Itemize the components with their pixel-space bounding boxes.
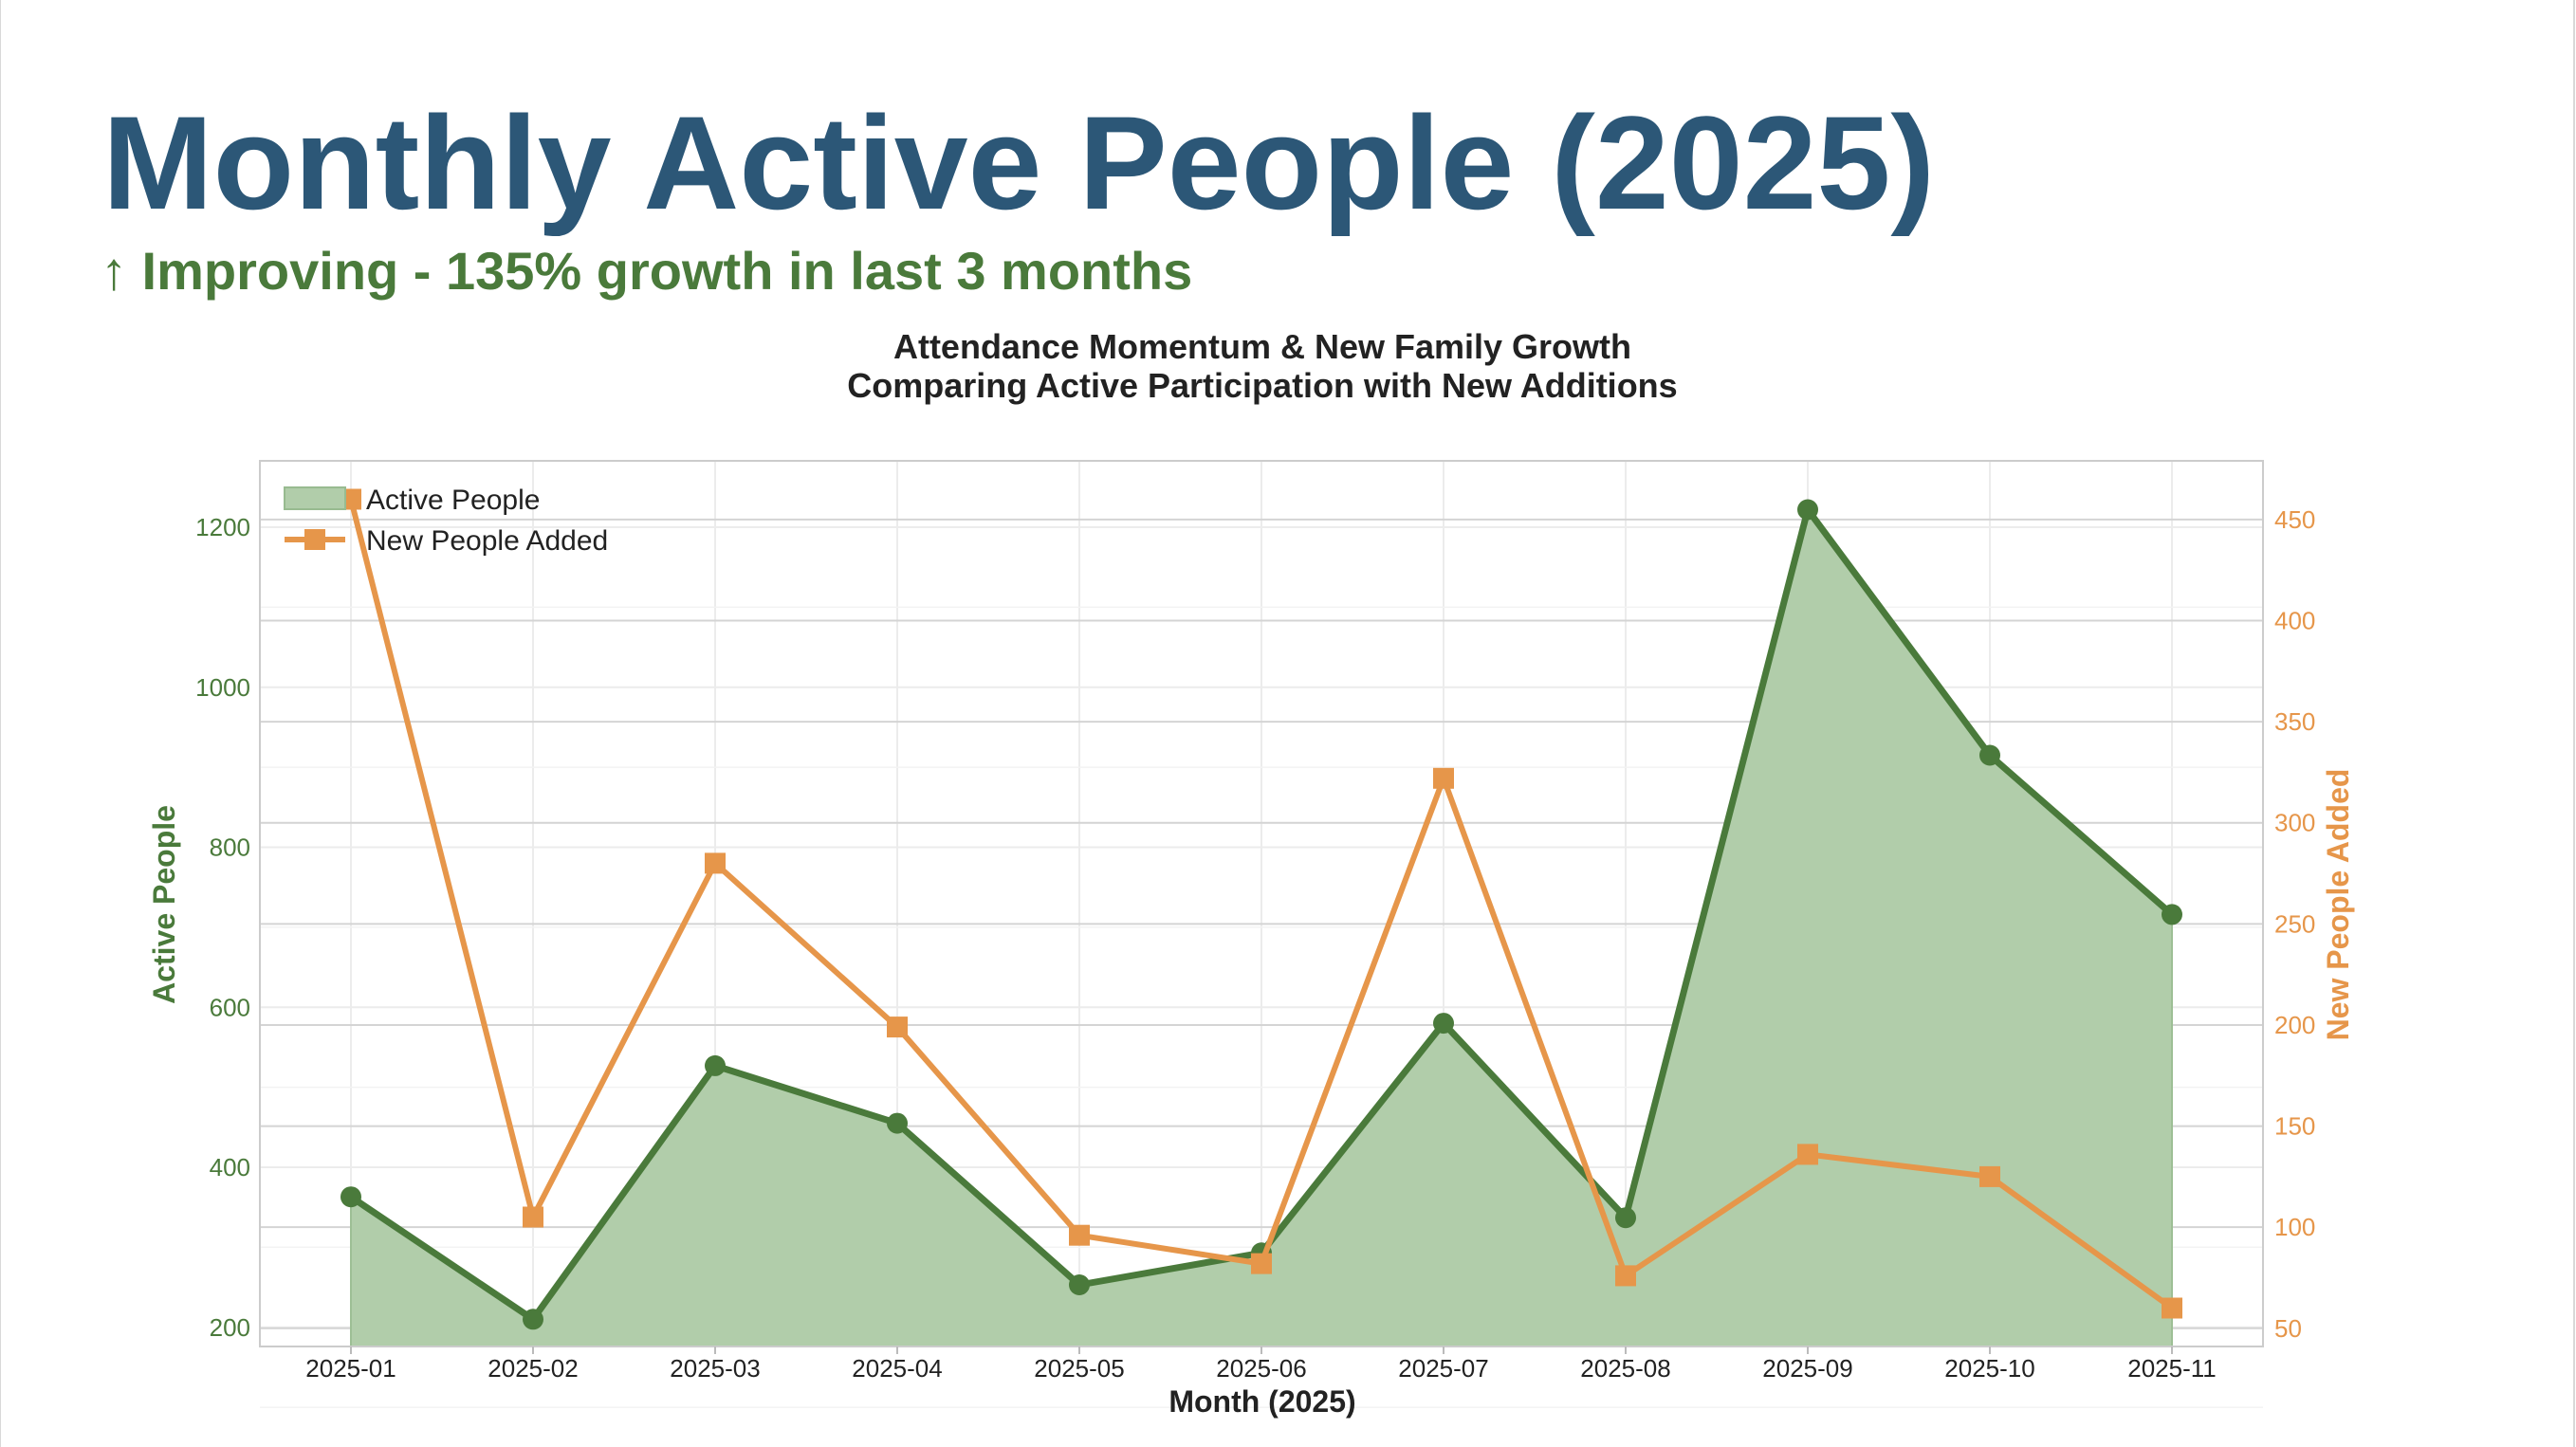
trend-indicator: ↑ Improving - 135% growth in last 3 mont… <box>101 241 1193 301</box>
new-people-point <box>1615 1265 1636 1287</box>
y-left-tick-label: 1000 <box>195 673 250 702</box>
legend-new-marker <box>304 529 325 550</box>
x-tick-label: 2025-09 <box>1762 1354 1852 1383</box>
x-axis-label: Month (2025) <box>1168 1384 1355 1419</box>
right-border <box>2573 0 2575 1447</box>
active-people-point <box>523 1309 543 1330</box>
chart-container: Attendance Momentum & New Family Growth … <box>0 322 2576 1447</box>
active-people-point <box>1069 1274 1090 1295</box>
x-tick-label: 2025-04 <box>852 1354 942 1383</box>
x-tick-label: 2025-08 <box>1580 1354 1670 1383</box>
x-tick-label: 2025-02 <box>488 1354 578 1383</box>
y-right-tick-label: 400 <box>2274 607 2315 635</box>
x-tick-label: 2025-01 <box>305 1354 396 1383</box>
axes: 2025-01 2025-02 2025-03 2025-04 2025-05 2025-… <box>195 505 2315 1383</box>
x-tick-label: 2025-03 <box>670 1354 760 1383</box>
y-left-tick-label: 1200 <box>195 513 250 541</box>
x-tick-label: 2025-06 <box>1216 1354 1306 1383</box>
y-axis-left-label: Active People <box>147 805 181 1004</box>
new-people-point <box>1069 1224 1090 1246</box>
x-tick-label: 2025-10 <box>1944 1354 2034 1383</box>
legend-active-swatch <box>284 486 346 510</box>
active-people-point <box>1615 1207 1636 1229</box>
legend-active-label: Active People <box>366 485 540 516</box>
y-axis-right-label: New People Added <box>2321 769 2355 1041</box>
legend-new-label: New People Added <box>366 525 608 557</box>
active-people-point <box>1433 1013 1454 1035</box>
new-people-point <box>1797 1144 1818 1165</box>
new-people-point <box>523 1206 543 1228</box>
new-people-series <box>340 488 2182 1319</box>
y-right-tick-label: 150 <box>2274 1112 2315 1141</box>
active-people-point <box>887 1112 908 1134</box>
y-right-tick-label: 350 <box>2274 707 2315 736</box>
new-people-point <box>2162 1297 2182 1319</box>
x-tick-label: 2025-07 <box>1398 1354 1488 1383</box>
y-right-tick-label: 50 <box>2274 1314 2302 1343</box>
active-people-point <box>2162 904 2182 925</box>
new-people-point <box>1979 1165 2000 1187</box>
left-border <box>0 0 1 1447</box>
active-people-point <box>1979 744 2000 766</box>
y-right-tick-label: 450 <box>2274 505 2315 534</box>
chart: Attendance Momentum & New Family Growth … <box>147 327 2355 1419</box>
chart-subtitle: Comparing Active Participation with New … <box>847 366 1677 405</box>
y-left-tick-label: 800 <box>210 833 250 862</box>
new-people-point <box>1433 767 1454 789</box>
y-left-tick-label: 400 <box>210 1153 250 1181</box>
active-people-point <box>340 1186 361 1208</box>
active-people-point <box>705 1054 726 1076</box>
y-right-tick-label: 250 <box>2274 909 2315 938</box>
new-people-point <box>1251 1253 1272 1274</box>
x-tick-label: 2025-11 <box>2127 1354 2217 1383</box>
y-right-tick-label: 300 <box>2274 809 2315 837</box>
y-right-tick-label: 100 <box>2274 1213 2315 1241</box>
legend: Active People New People Added <box>284 485 608 557</box>
page-title: Monthly Active People (2025) <box>102 88 1935 237</box>
new-people-point <box>705 852 726 874</box>
y-left-tick-label: 200 <box>210 1313 250 1342</box>
x-tick-label: 2025-05 <box>1034 1354 1124 1383</box>
new-people-point <box>887 1017 908 1038</box>
chart-title: Attendance Momentum & New Family Growth <box>893 327 1631 366</box>
active-people-point <box>1797 499 1818 521</box>
y-left-tick-label: 600 <box>210 993 250 1021</box>
y-right-tick-label: 200 <box>2274 1011 2315 1039</box>
